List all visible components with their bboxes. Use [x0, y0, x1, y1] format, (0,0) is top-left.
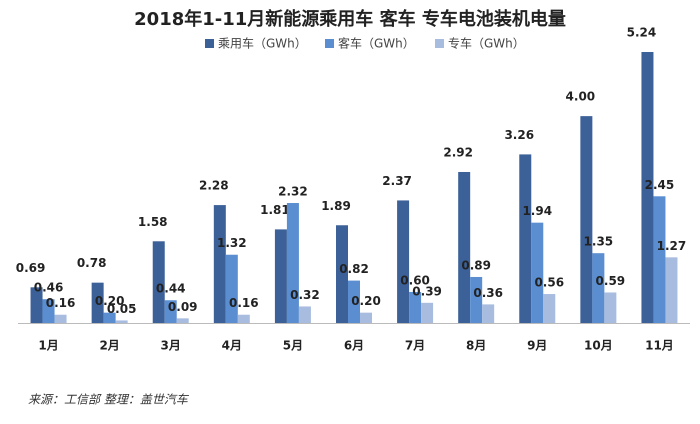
value-label: 0.39 — [412, 284, 442, 298]
bar — [164, 300, 177, 323]
value-label: 0.60 — [400, 273, 430, 287]
value-label: 0.59 — [596, 274, 626, 288]
value-label: 0.82 — [339, 262, 369, 276]
value-label: 2.28 — [199, 179, 229, 193]
value-label: 0.78 — [77, 256, 107, 270]
legend-swatch — [205, 39, 214, 48]
bar — [470, 276, 483, 323]
bar — [336, 225, 348, 323]
bar — [580, 116, 593, 324]
bar — [592, 253, 605, 323]
value-label: 2.45 — [645, 178, 675, 192]
bar — [543, 294, 556, 323]
value-label: 1.32 — [217, 236, 247, 250]
bar — [237, 314, 250, 323]
x-tick-label: 8月 — [466, 339, 486, 353]
bar — [176, 318, 189, 323]
x-tick-label: 4月 — [222, 339, 242, 353]
bar — [409, 291, 422, 323]
x-tick-label: 3月 — [161, 339, 181, 353]
value-label: 3.26 — [504, 128, 534, 142]
value-label: 0.32 — [290, 288, 320, 302]
x-tick-label: 9月 — [527, 339, 547, 353]
value-label: 1.27 — [657, 239, 687, 253]
value-label: 2.37 — [382, 174, 412, 188]
value-label: 0.44 — [156, 282, 186, 296]
value-label: 0.05 — [107, 302, 137, 316]
chart-title: 2018年1-11月新能源乘用车 客车 专车电池装机电量 — [134, 8, 566, 30]
value-label: 0.46 — [34, 281, 64, 295]
x-tick-label: 7月 — [405, 339, 425, 353]
bar — [665, 257, 678, 323]
legend-swatch — [325, 39, 334, 48]
bar — [360, 312, 372, 323]
bar — [103, 312, 116, 323]
value-label: 1.58 — [138, 215, 168, 229]
bar — [482, 304, 495, 323]
bar — [286, 203, 299, 323]
value-label: 0.69 — [16, 261, 46, 275]
bar — [274, 229, 287, 323]
bar — [531, 222, 544, 323]
value-label: 0.56 — [534, 276, 564, 290]
bar — [604, 292, 617, 323]
value-label: 0.09 — [168, 300, 198, 314]
bar — [458, 171, 471, 323]
bar — [653, 196, 666, 323]
x-tick-label: 2月 — [99, 339, 119, 353]
value-label: 1.35 — [584, 235, 614, 249]
legend-swatch — [435, 39, 444, 48]
bar — [213, 205, 226, 323]
value-label: 4.00 — [566, 90, 596, 104]
value-label: 1.94 — [522, 204, 552, 218]
x-tick-label: 11月 — [645, 339, 674, 353]
bar — [519, 154, 532, 323]
bar — [421, 302, 434, 323]
x-tick-label: 5月 — [283, 339, 303, 353]
source-note: 来源：工信部 整理：盖世汽车 — [28, 393, 190, 407]
value-label: 2.92 — [443, 145, 473, 159]
value-label: 1.89 — [321, 199, 351, 213]
value-label: 0.16 — [46, 296, 76, 310]
bar — [42, 299, 55, 323]
bar — [348, 280, 360, 323]
x-tick-label: 6月 — [344, 339, 364, 353]
x-tick-label: 1月 — [38, 339, 58, 353]
value-label: 0.36 — [473, 286, 503, 300]
bar — [298, 306, 311, 323]
value-label: 2.32 — [278, 185, 308, 199]
bar — [641, 52, 654, 323]
bar — [54, 314, 67, 323]
bar — [30, 287, 43, 323]
value-label: 0.16 — [229, 296, 259, 310]
value-label: 1.81 — [260, 203, 290, 217]
value-label: 0.20 — [351, 294, 381, 308]
legend-label: 客车（GWh） — [338, 36, 415, 51]
value-label: 5.24 — [627, 26, 657, 40]
legend-label: 专车（GWh） — [448, 36, 525, 51]
bar — [225, 254, 238, 323]
value-label: 0.20 — [95, 294, 125, 308]
bar — [152, 241, 165, 323]
legend-label: 乘用车（GWh） — [218, 36, 307, 51]
value-label: 0.89 — [461, 258, 491, 272]
bar — [397, 200, 410, 323]
bar — [91, 282, 104, 323]
x-tick-label: 10月 — [584, 339, 613, 353]
bar — [115, 320, 128, 323]
